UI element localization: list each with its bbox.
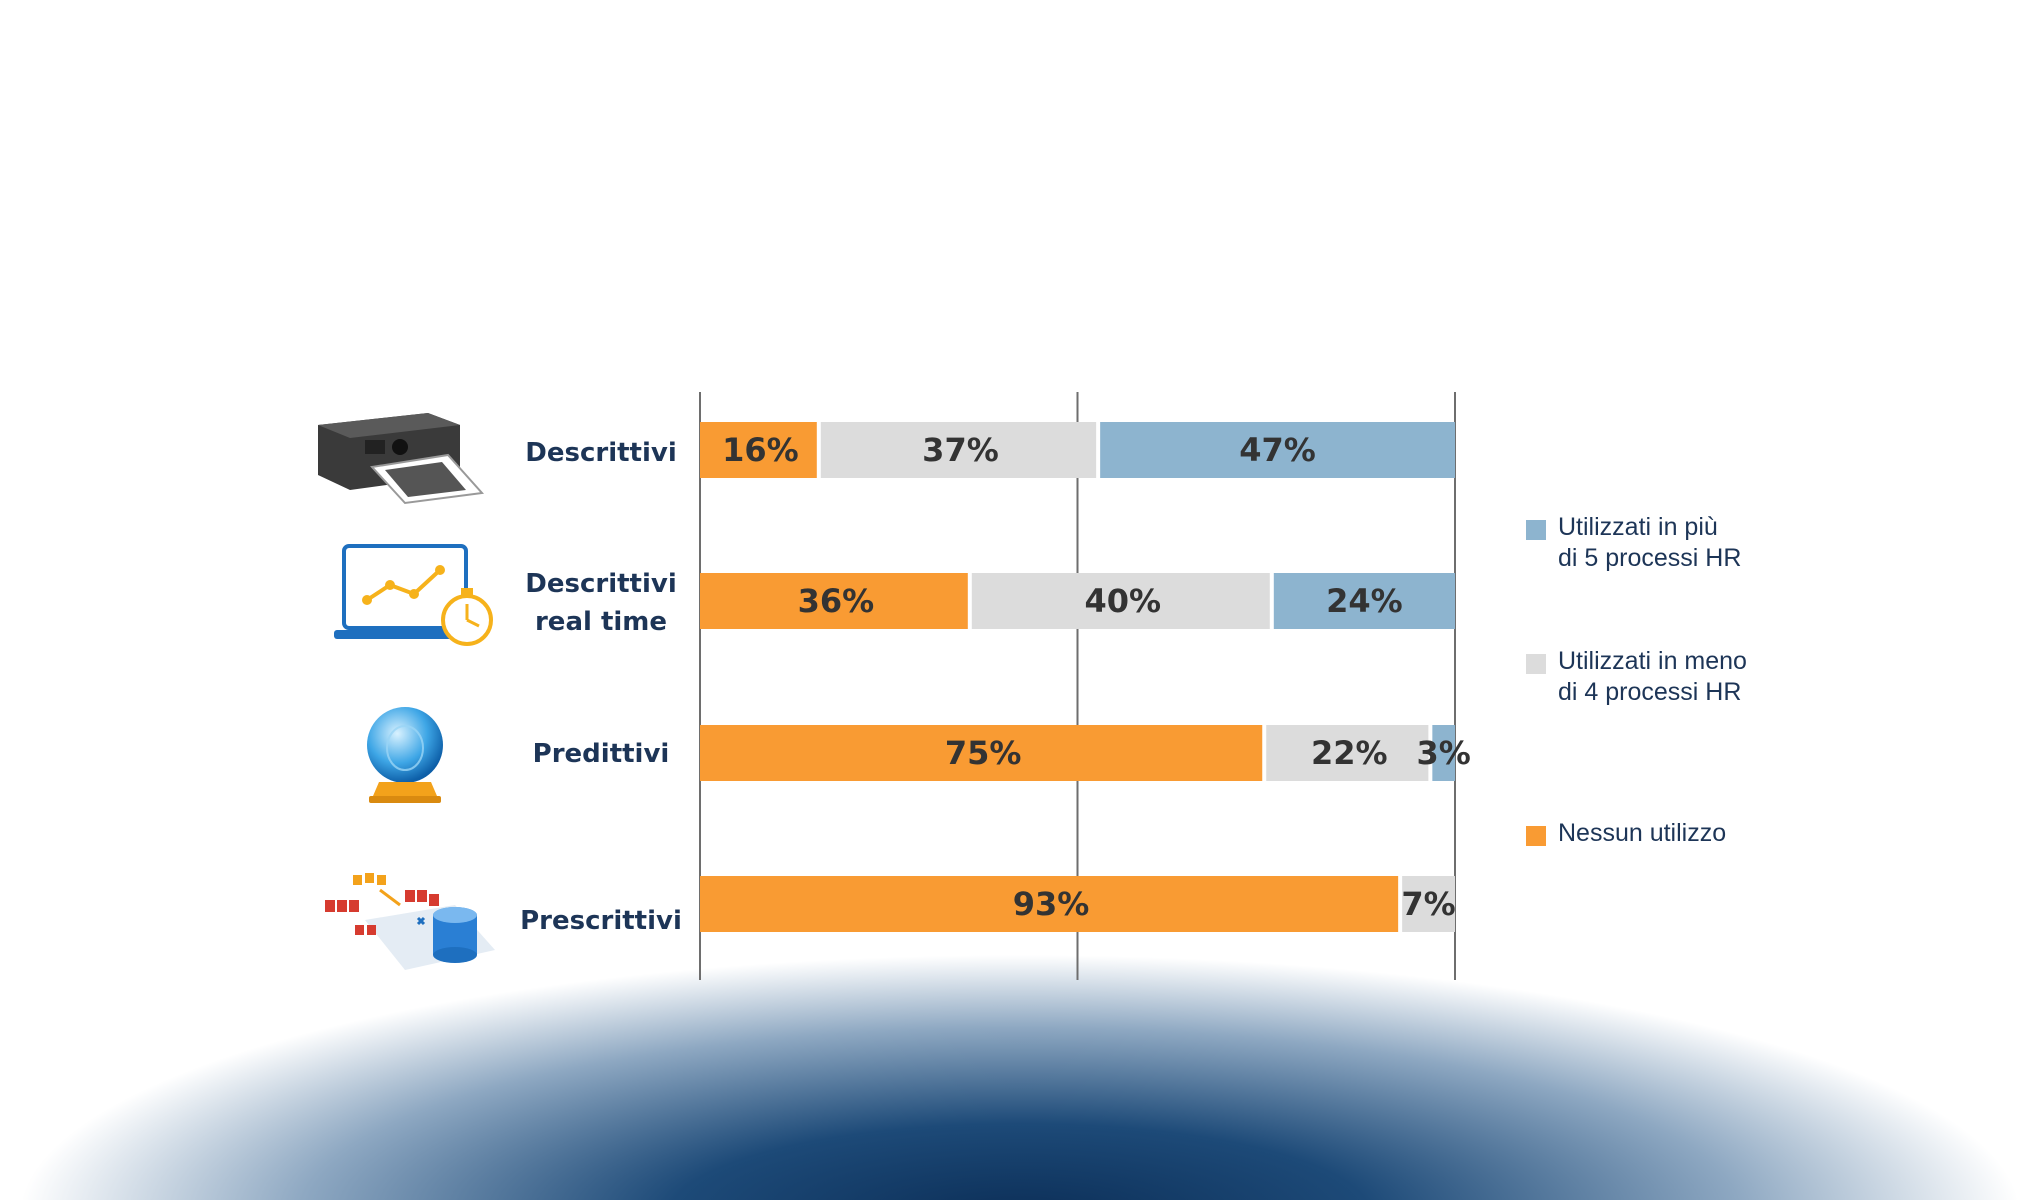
- row-label-line: real time: [534, 607, 668, 637]
- data-label: 93%: [1013, 885, 1090, 923]
- photo-printer-icon: [310, 405, 490, 505]
- prescriptive-data-icon: [305, 860, 500, 990]
- bar-segment: [1402, 876, 1455, 932]
- row-label-descrittivi-real-time: Descrittivi real time: [506, 565, 696, 641]
- crystal-ball-icon: [355, 700, 455, 805]
- data-label: 7%: [1401, 885, 1455, 923]
- row-label-prescrittivi: Prescrittivi: [506, 902, 696, 940]
- data-label: 75%: [945, 734, 1022, 772]
- row-label-predittivi: Predittivi: [506, 735, 696, 773]
- row-label-descrittivi: Descrittivi: [506, 434, 696, 472]
- legend-item-no-use: Nessun utilizzo: [1526, 818, 1788, 849]
- row-label-line: Descrittivi: [525, 438, 677, 468]
- bar-segment: [700, 725, 1263, 781]
- data-label: 36%: [798, 582, 875, 620]
- row-label-line: Prescrittivi: [520, 906, 682, 936]
- data-label: 22%: [1311, 734, 1388, 772]
- legend-label: Nessun utilizzo: [1558, 818, 1788, 849]
- bar-segment: [700, 876, 1399, 932]
- row-label-line: Descrittivi: [525, 569, 677, 599]
- legend-item-less-than-4: Utilizzati in meno di 4 processi HR: [1526, 646, 1788, 708]
- legend-label-line: Utilizzati in meno: [1558, 647, 1747, 675]
- bar-segment: [700, 573, 968, 629]
- bar-segment: [700, 422, 817, 478]
- legend-swatch-blue: [1526, 520, 1546, 540]
- bar-segment: [1273, 573, 1455, 629]
- data-label: 16%: [722, 431, 799, 469]
- data-label: 37%: [922, 431, 999, 469]
- data-label: 47%: [1239, 431, 1316, 469]
- row-label-line: Predittivi: [532, 739, 670, 769]
- legend-item-more-than-5: Utilizzati in più di 5 processi HR: [1526, 512, 1788, 574]
- realtime-laptop-chart-icon: [332, 540, 497, 655]
- legend-swatch-orange: [1526, 826, 1546, 846]
- legend-label-line: di 4 processi HR: [1558, 678, 1742, 706]
- bar-segment: [1100, 422, 1455, 478]
- bar-segment: [1432, 725, 1455, 781]
- bar-segment: [820, 422, 1097, 478]
- legend-label: Utilizzati in meno di 4 processi HR: [1558, 646, 1788, 708]
- data-label: 24%: [1326, 582, 1403, 620]
- legend-label: Utilizzati in più di 5 processi HR: [1558, 512, 1788, 574]
- legend-label-line: di 5 processi HR: [1558, 544, 1742, 572]
- data-label: 3%: [1417, 734, 1471, 772]
- data-label: 40%: [1085, 582, 1162, 620]
- bar-segment: [971, 573, 1270, 629]
- legend-label-line: Utilizzati in più: [1558, 513, 1718, 541]
- legend-swatch-gray: [1526, 654, 1546, 674]
- legend-label-line: Nessun utilizzo: [1558, 819, 1727, 847]
- bar-segment: [1266, 725, 1429, 781]
